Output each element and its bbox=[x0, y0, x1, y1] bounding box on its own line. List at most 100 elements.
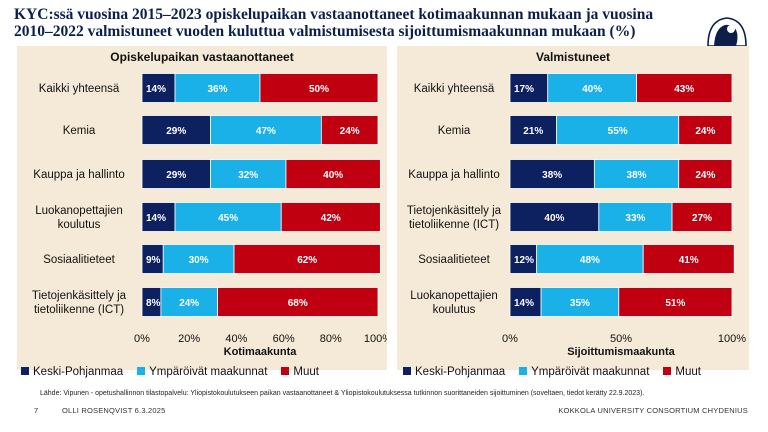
data-label-kauppa-ja-hallinto-keski-pohjanmaa: 29% bbox=[166, 170, 186, 181]
bar-kaikki-yhteensa-ymparoivat-maakunnat bbox=[174, 73, 261, 103]
legend-item-muut: Muut bbox=[663, 366, 701, 378]
bar-luokanopettajien-koulutus-ymparoivat-maakunnat bbox=[174, 202, 282, 232]
data-label-tietojenkasittely-ja-tietoliikenne-ict-keski-pohjanmaa: 40% bbox=[544, 213, 564, 224]
chart-title-right: Valmistuneet bbox=[535, 50, 611, 64]
bar-kemia-keski-pohjanmaa bbox=[509, 115, 558, 145]
legend-right: Keski-Pohjanmaa Ympäröivät maakunnat Muut bbox=[403, 366, 715, 380]
category-label-kauppa-ja-hallinto: Kauppa ja hallinto bbox=[408, 169, 499, 181]
category-label-luokanopettajien-koulutus: Luokanopettajien koulutus bbox=[35, 205, 123, 231]
data-label-sosiaalitieteet-keski-pohjanmaa: 12% bbox=[514, 255, 534, 266]
data-label-luokanopettajien-koulutus-muut: 51% bbox=[665, 298, 685, 309]
data-label-kemia-ymparoivat-maakunnat: 47% bbox=[256, 126, 276, 137]
data-label-sosiaalitieteet-ymparoivat-maakunnat: 30% bbox=[189, 255, 209, 266]
legend-label: Ympäröivät maakunnat bbox=[149, 366, 268, 378]
data-label-kaikki-yhteensa-ymparoivat-maakunnat: 40% bbox=[582, 84, 602, 95]
x-tick-label: 20% bbox=[178, 333, 200, 345]
bar-kauppa-ja-hallinto-ymparoivat-maakunnat bbox=[210, 159, 287, 189]
data-label-tietojenkasittely-ja-tietoliikenne-ict-muut: 27% bbox=[692, 213, 712, 224]
bar-luokanopettajien-koulutus-muut bbox=[280, 202, 381, 232]
x-tick-label: 100% bbox=[364, 333, 387, 345]
data-label-tietojenkasittely-ja-tietoliikenne-ict-ymparoivat-maakunnat: 24% bbox=[179, 298, 199, 309]
data-label-tietojenkasittely-ja-tietoliikenne-ict-ymparoivat-maakunnat: 33% bbox=[625, 213, 645, 224]
category-label-kaikki-yhteensa: Kaikki yhteensä bbox=[39, 83, 120, 95]
bar-tietojenkasittely-ja-tietoliikenne-ict-muut bbox=[671, 202, 733, 232]
x-tick-label: 80% bbox=[320, 333, 342, 345]
bar-kauppa-ja-hallinto-keski-pohjanmaa bbox=[141, 159, 211, 189]
bar-tietojenkasittely-ja-tietoliikenne-ict-ymparoivat-maakunnat bbox=[598, 202, 673, 232]
bar-luokanopettajien-koulutus-ymparoivat-maakunnat bbox=[540, 287, 620, 317]
legend-swatch bbox=[519, 367, 528, 375]
bar-kaikki-yhteensa-ymparoivat-maakunnat bbox=[547, 73, 637, 103]
bar-sosiaalitieteet-keski-pohjanmaa bbox=[509, 244, 538, 274]
bar-kauppa-ja-hallinto-muut bbox=[285, 159, 381, 189]
footer-author: OLLI ROSENQVIST 6.3.2025 bbox=[62, 406, 166, 415]
data-label-sosiaalitieteet-muut: 41% bbox=[679, 255, 699, 266]
data-label-sosiaalitieteet-muut: 62% bbox=[297, 255, 317, 266]
stacked-bar-chart-right: Kaikki yhteensä Kemia Kauppa ja hallinto Ti… bbox=[407, 73, 746, 345]
bar-sosiaalitieteet-muut bbox=[233, 244, 381, 274]
legend-item-keski-pohjanmaa: Keski-Pohjanmaa bbox=[403, 366, 505, 378]
data-label-luokanopettajien-koulutus-ymparoivat-maakunnat: 45% bbox=[218, 213, 238, 224]
data-label-kauppa-ja-hallinto-muut: 24% bbox=[695, 170, 715, 181]
data-label-kaikki-yhteensa-muut: 50% bbox=[309, 84, 329, 95]
chart-title-left: Opiskelupaikan vastaanottaneet bbox=[110, 50, 294, 64]
footer-page-number: 7 bbox=[34, 406, 39, 415]
data-label-sosiaalitieteet-ymparoivat-maakunnat: 48% bbox=[580, 255, 600, 266]
stacked-bar-chart-left: Kaikki yhteensä Kemia Kauppa ja hallinto Lu… bbox=[32, 73, 387, 345]
x-tick-label: 60% bbox=[273, 333, 295, 345]
data-label-luokanopettajien-koulutus-keski-pohjanmaa: 14% bbox=[514, 298, 534, 309]
category-label-tietojenkasittely-ja-tietoliikenne-ict: Tietojenkäsittely ja tietoliikenne (ICT) bbox=[32, 290, 127, 316]
data-label-kemia-muut: 24% bbox=[695, 126, 715, 137]
data-label-kaikki-yhteensa-muut: 43% bbox=[674, 84, 694, 95]
legend-left: Keski-Pohjanmaa Ympäröivät maakunnat Muut bbox=[21, 366, 333, 380]
legend-label: Muut bbox=[293, 366, 319, 378]
x-tick-label: 100% bbox=[718, 333, 746, 345]
legend-item-ymparoivat-maakunnat: Ympäröivät maakunnat bbox=[137, 366, 267, 378]
university-logo-icon bbox=[707, 17, 747, 47]
legend-label: Keski-Pohjanmaa bbox=[33, 366, 124, 378]
legend-swatch bbox=[21, 367, 29, 375]
data-label-kauppa-ja-hallinto-muut: 40% bbox=[323, 170, 343, 181]
legend-swatch bbox=[137, 367, 146, 375]
bar-kauppa-ja-hallinto-ymparoivat-maakunnat bbox=[593, 159, 680, 189]
data-label-kaikki-yhteensa-ymparoivat-maakunnat: 36% bbox=[208, 84, 228, 95]
bar-kemia-ymparoivat-maakunnat bbox=[210, 115, 322, 145]
bar-tietojenkasittely-ja-tietoliikenne-ict-muut bbox=[217, 287, 379, 317]
footer-organization: KOKKOLA UNIVERSITY CONSORTIUM CHYDENIUS bbox=[558, 406, 748, 415]
data-label-kemia-keski-pohjanmaa: 29% bbox=[166, 126, 186, 137]
bar-tietojenkasittely-ja-tietoliikenne-ict-keski-pohjanmaa bbox=[509, 202, 600, 232]
legend-item-keski-pohjanmaa: Keski-Pohjanmaa bbox=[21, 366, 123, 378]
legend-swatch bbox=[403, 367, 411, 375]
bar-kaikki-yhteensa-keski-pohjanmaa bbox=[509, 73, 549, 103]
category-label-kemia: Kemia bbox=[63, 125, 96, 137]
data-label-kaikki-yhteensa-keski-pohjanmaa: 14% bbox=[146, 84, 166, 95]
bar-kemia-muut bbox=[320, 115, 379, 145]
data-label-luokanopettajien-koulutus-keski-pohjanmaa: 14% bbox=[146, 213, 166, 224]
category-label-kaikki-yhteensa: Kaikki yhteensä bbox=[414, 83, 495, 95]
chart-panel-left: Opiskelupaikan vastaanottaneet Kaikki yh… bbox=[17, 46, 387, 378]
x-tick-label: 50% bbox=[610, 333, 632, 345]
legend-item-muut: Muut bbox=[281, 366, 319, 378]
legend-swatch bbox=[281, 367, 290, 375]
bar-kauppa-ja-hallinto-keski-pohjanmaa bbox=[509, 159, 595, 189]
data-label-kemia-ymparoivat-maakunnat: 55% bbox=[608, 126, 628, 137]
legend-label: Muut bbox=[675, 366, 701, 378]
bar-tietojenkasittely-ja-tietoliikenne-ict-ymparoivat-maakunnat bbox=[160, 287, 218, 317]
x-tick-label: 0% bbox=[134, 333, 150, 345]
x-axis-title-left: Kotimaakunta bbox=[223, 346, 297, 358]
x-tick-label: 40% bbox=[225, 333, 247, 345]
chart-panel-right: Valmistuneet Kaikki yhteensä Kemia Kauppa … bbox=[397, 46, 749, 378]
data-label-kauppa-ja-hallinto-keski-pohjanmaa: 38% bbox=[542, 170, 562, 181]
x-axis-title-right: Sijoittumismaakunta bbox=[567, 346, 675, 358]
bar-kauppa-ja-hallinto-muut bbox=[678, 159, 733, 189]
bar-kemia-ymparoivat-maakunnat bbox=[556, 115, 680, 145]
data-label-kaikki-yhteensa-keski-pohjanmaa: 17% bbox=[514, 84, 534, 95]
data-label-sosiaalitieteet-keski-pohjanmaa: 9% bbox=[146, 255, 161, 266]
x-tick-label: 0% bbox=[502, 333, 518, 345]
data-label-kemia-keski-pohjanmaa: 21% bbox=[523, 126, 543, 137]
data-label-kemia-muut: 24% bbox=[340, 126, 360, 137]
data-label-kauppa-ja-hallinto-ymparoivat-maakunnat: 38% bbox=[627, 170, 647, 181]
data-label-luokanopettajien-koulutus-muut: 42% bbox=[321, 213, 341, 224]
legend-label: Ympäröivät maakunnat bbox=[531, 366, 650, 378]
legend-item-ymparoivat-maakunnat: Ympäröivät maakunnat bbox=[519, 366, 649, 378]
